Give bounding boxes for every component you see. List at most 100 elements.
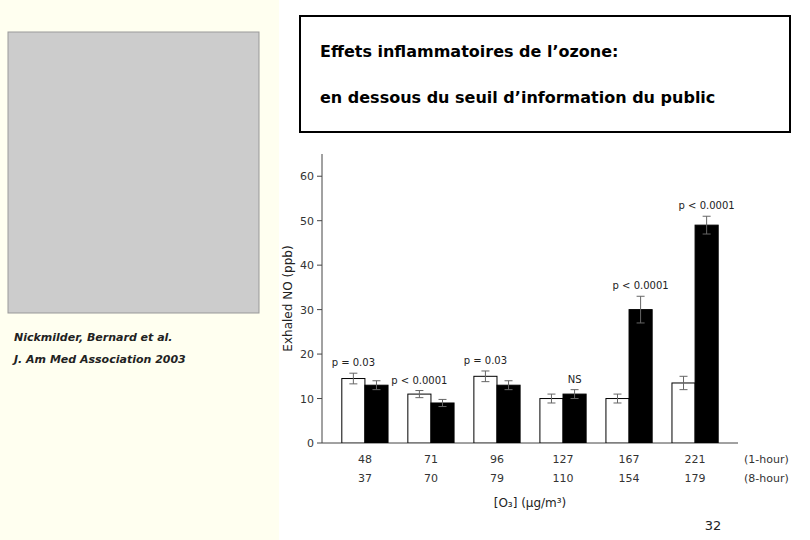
chart-svg: Nickmilder, Bernard et al.J. Am Med Asso…	[0, 0, 810, 540]
bars	[342, 216, 718, 443]
bar	[672, 383, 695, 443]
x-tick-label: 167	[619, 453, 640, 466]
error-line	[706, 216, 707, 234]
error-cap	[481, 381, 489, 382]
y-tick-label: 40	[300, 259, 314, 272]
y-tick	[317, 220, 322, 221]
error-bar	[637, 296, 645, 323]
x-axis: 483771709679127110167154221179(1-hour)(8…	[358, 453, 789, 485]
error-cap	[505, 389, 513, 390]
row-label: (1-hour)	[744, 453, 789, 466]
bar	[342, 379, 365, 443]
y-tick	[317, 265, 322, 266]
y-tick	[317, 176, 322, 177]
x-axis-label: [O₃] (µg/m³)	[494, 496, 567, 510]
error-bar	[680, 376, 688, 389]
error-cap	[547, 402, 555, 403]
error-cap	[439, 406, 447, 407]
error-line	[419, 391, 420, 398]
bar	[563, 394, 586, 443]
annotation: p = 0.03	[332, 357, 375, 368]
y-tick-label: 0	[307, 437, 314, 450]
error-line	[508, 381, 509, 390]
error-cap	[505, 380, 513, 381]
x-tick-label: 154	[619, 472, 640, 485]
x-tick-label: 70	[424, 472, 438, 485]
y-axis: 0 10 20 30 40 50 60	[300, 154, 738, 450]
annotation: p = 0.03	[464, 355, 507, 366]
annotation: p < 0.0001	[679, 200, 735, 211]
y-tick	[317, 443, 322, 444]
x-tick-label: 179	[685, 472, 706, 485]
error-cap	[439, 399, 447, 400]
error-cap	[415, 397, 423, 398]
error-cap	[613, 394, 621, 395]
error-line	[551, 394, 552, 403]
error-bar	[613, 394, 621, 403]
error-cap	[547, 394, 555, 395]
error-cap	[703, 216, 711, 217]
error-cap	[703, 234, 711, 235]
error-cap	[613, 402, 621, 403]
x-tick-label: 221	[685, 453, 706, 466]
error-bar	[571, 390, 579, 399]
annotation: NS	[568, 374, 582, 385]
error-bar	[505, 381, 513, 390]
bar	[695, 225, 718, 443]
error-bar	[439, 399, 447, 406]
x-tick-label: 37	[358, 472, 372, 485]
subtitle: en dessous du seuil d’information du pub…	[320, 88, 715, 107]
error-cap	[372, 389, 380, 390]
bar	[408, 394, 431, 443]
y-tick-label: 50	[300, 215, 314, 228]
y-tick	[317, 354, 322, 355]
bar	[497, 385, 520, 443]
bar	[474, 376, 497, 443]
bar	[431, 403, 454, 443]
photo-placeholder	[8, 32, 259, 313]
error-cap	[349, 373, 357, 374]
title: Effets inflammatoires de l’ozone:	[320, 42, 619, 61]
bar	[629, 310, 652, 443]
x-tick-label: 110	[553, 472, 574, 485]
error-line	[442, 399, 443, 406]
error-cap	[637, 322, 645, 323]
error-cap	[349, 383, 357, 384]
left-panel	[0, 0, 279, 540]
y-axis-line	[322, 154, 323, 443]
error-line	[683, 376, 684, 389]
error-bar	[481, 371, 489, 382]
error-cap	[571, 398, 579, 399]
error-bar	[547, 394, 555, 403]
bar	[606, 399, 629, 443]
y-tick-label: 20	[300, 348, 314, 361]
x-tick-label: 48	[358, 453, 372, 466]
title-box	[300, 16, 790, 132]
y-axis-label: Exhaled NO (ppb)	[281, 245, 295, 351]
error-bar	[372, 381, 380, 390]
y-tick-label: 30	[300, 304, 314, 317]
y-tick-label: 60	[300, 170, 314, 183]
error-cap	[680, 389, 688, 390]
bar	[540, 399, 563, 443]
bar	[365, 385, 388, 443]
error-cap	[372, 380, 380, 381]
error-bar	[703, 216, 711, 234]
error-bar	[349, 373, 357, 384]
x-tick-label: 71	[424, 453, 438, 466]
x-tick-label: 127	[553, 453, 574, 466]
y-tick	[317, 309, 322, 310]
error-cap	[481, 370, 489, 371]
y-tick	[317, 398, 322, 399]
error-cap	[680, 376, 688, 377]
error-bar	[415, 391, 423, 398]
annotation: p < 0.0001	[613, 280, 669, 291]
error-cap	[571, 389, 579, 390]
error-line	[617, 394, 618, 403]
page-number: 32	[705, 518, 722, 533]
error-line	[640, 296, 641, 323]
annotation: p < 0.0001	[391, 375, 447, 386]
y-tick-label: 10	[300, 393, 314, 406]
error-line	[574, 390, 575, 399]
error-line	[376, 381, 377, 390]
